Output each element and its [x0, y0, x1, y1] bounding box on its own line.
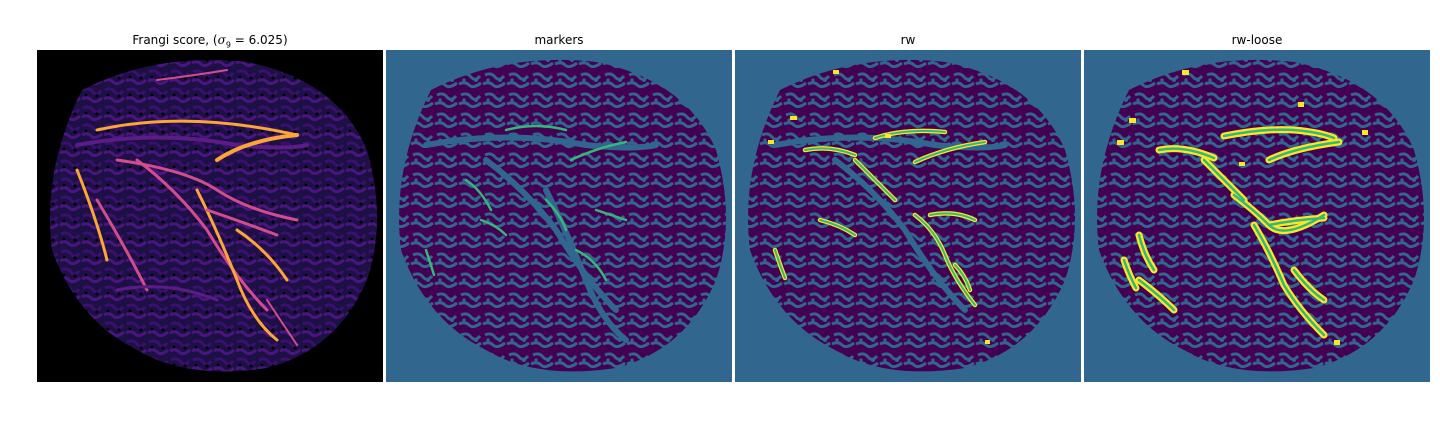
markers-image: [386, 50, 732, 382]
panel-title-rw: rw: [900, 33, 916, 47]
sigma-symbol: σ: [217, 33, 226, 47]
panel-markers: [386, 50, 732, 382]
panel-rw-loose: [1084, 50, 1430, 382]
panel-title-frangi: Frangi score, (σ9 = 6.025): [37, 31, 383, 49]
rw-image: [735, 50, 1081, 382]
panel-frangi: [37, 50, 383, 382]
panel-title-markers: markers: [534, 33, 584, 47]
frangi-image: [37, 50, 383, 382]
panel-rw: [735, 50, 1081, 382]
sigma-subscript: 9: [225, 40, 231, 50]
panel-title-rw-loose: rw-loose: [1231, 33, 1283, 47]
rw-loose-image: [1084, 50, 1430, 382]
frangi-title-prefix: Frangi score, (: [132, 33, 218, 47]
frangi-title-suffix: = 6.025): [230, 33, 288, 47]
